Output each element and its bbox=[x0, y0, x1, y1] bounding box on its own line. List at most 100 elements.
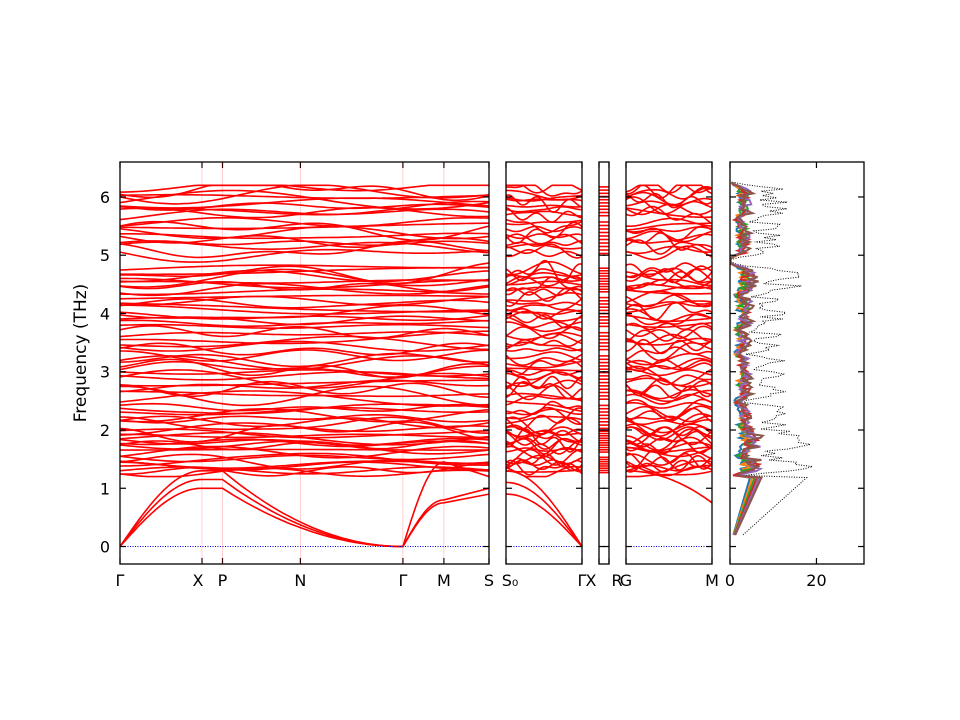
x-tick-label: Γ bbox=[578, 571, 587, 590]
band-line bbox=[626, 226, 712, 233]
band-line bbox=[506, 326, 582, 340]
band-line bbox=[626, 407, 712, 423]
band-line bbox=[506, 331, 582, 341]
band-line bbox=[506, 347, 582, 352]
band-line bbox=[626, 430, 712, 448]
band-line bbox=[120, 298, 489, 309]
band-line bbox=[506, 406, 582, 425]
x-tick-label: R bbox=[611, 571, 622, 590]
band-line bbox=[626, 337, 712, 346]
band-line bbox=[506, 316, 582, 333]
acoustic-branch bbox=[120, 478, 489, 548]
band-line bbox=[626, 383, 712, 399]
band-line bbox=[506, 469, 582, 473]
band-line bbox=[506, 298, 582, 311]
band-line bbox=[120, 406, 489, 416]
band-line bbox=[506, 206, 582, 223]
band-line bbox=[506, 314, 582, 329]
dos-x-tick-label: 20 bbox=[806, 571, 826, 590]
x-tick-label: Γ bbox=[398, 571, 407, 590]
band-line bbox=[506, 274, 582, 283]
band-line bbox=[626, 425, 712, 437]
dos-lines bbox=[730, 181, 813, 536]
band-line bbox=[506, 189, 582, 201]
band-line bbox=[506, 243, 582, 250]
band-line bbox=[506, 440, 582, 455]
band-line bbox=[120, 408, 489, 423]
band-line bbox=[120, 235, 489, 248]
band-line bbox=[120, 277, 489, 289]
band-line bbox=[626, 426, 712, 441]
band-line bbox=[626, 301, 712, 307]
band-line bbox=[506, 248, 582, 258]
band-line bbox=[626, 263, 712, 279]
band-line bbox=[626, 328, 712, 343]
y-tick-label: 2 bbox=[100, 421, 110, 440]
band-line bbox=[506, 426, 582, 437]
y-tick-label: 4 bbox=[100, 304, 110, 323]
band-line bbox=[626, 262, 712, 279]
band-line bbox=[626, 233, 712, 244]
band-line bbox=[506, 400, 582, 412]
band-line bbox=[506, 233, 582, 240]
band-line bbox=[626, 245, 712, 261]
band-line bbox=[626, 365, 712, 387]
band-line bbox=[120, 428, 489, 439]
band-line bbox=[506, 204, 582, 208]
band-line bbox=[120, 304, 489, 319]
band-line bbox=[120, 438, 489, 448]
band-line bbox=[506, 301, 582, 312]
band-line bbox=[626, 338, 712, 355]
band-line bbox=[506, 454, 582, 465]
band-line bbox=[626, 357, 712, 370]
dos-x-tick-label: 0 bbox=[725, 571, 735, 590]
acoustic-branch bbox=[506, 481, 582, 547]
band-line bbox=[506, 428, 582, 453]
band-line bbox=[506, 381, 582, 400]
band-line bbox=[506, 400, 582, 415]
band-line bbox=[120, 197, 489, 209]
band-line bbox=[120, 402, 489, 412]
band-line bbox=[120, 448, 489, 451]
band-line bbox=[120, 282, 489, 297]
band-line bbox=[626, 402, 712, 409]
band-line bbox=[626, 207, 712, 219]
band-line bbox=[626, 333, 712, 346]
band-line bbox=[120, 279, 489, 284]
band-line bbox=[120, 335, 489, 351]
dos-series-line bbox=[730, 181, 813, 536]
band-line bbox=[506, 225, 582, 233]
x-tick-label: S₀ bbox=[502, 571, 519, 590]
y-tick-label: 0 bbox=[100, 538, 110, 557]
band-line bbox=[506, 351, 582, 361]
band-line bbox=[506, 384, 582, 401]
band-line bbox=[120, 416, 489, 434]
band-line bbox=[506, 210, 582, 217]
band-line bbox=[506, 459, 582, 473]
y-axis-label: Frequency (THz) bbox=[71, 284, 91, 423]
acoustic-branch bbox=[120, 461, 489, 548]
band-line bbox=[120, 352, 489, 368]
band-line bbox=[626, 285, 712, 293]
x-tick-label: N bbox=[294, 571, 306, 590]
y-tick-label: 3 bbox=[100, 363, 110, 382]
y-tick-label: 5 bbox=[100, 246, 110, 265]
band-line bbox=[506, 407, 582, 431]
band-line bbox=[506, 448, 582, 466]
x-tick-label: S bbox=[484, 571, 494, 590]
band-line bbox=[626, 308, 712, 323]
band-line bbox=[626, 325, 712, 340]
band-line bbox=[506, 308, 582, 315]
band-line bbox=[506, 424, 582, 436]
plot-frame bbox=[119, 161, 490, 565]
band-line bbox=[506, 259, 582, 284]
band-line bbox=[120, 232, 489, 240]
band-line bbox=[626, 184, 712, 195]
band-line bbox=[506, 379, 582, 389]
band-line bbox=[120, 379, 489, 387]
band-line bbox=[626, 300, 712, 314]
band-line bbox=[120, 206, 489, 219]
band-line bbox=[120, 415, 489, 429]
band-line bbox=[120, 453, 489, 470]
x-tick-label: X bbox=[586, 571, 597, 590]
